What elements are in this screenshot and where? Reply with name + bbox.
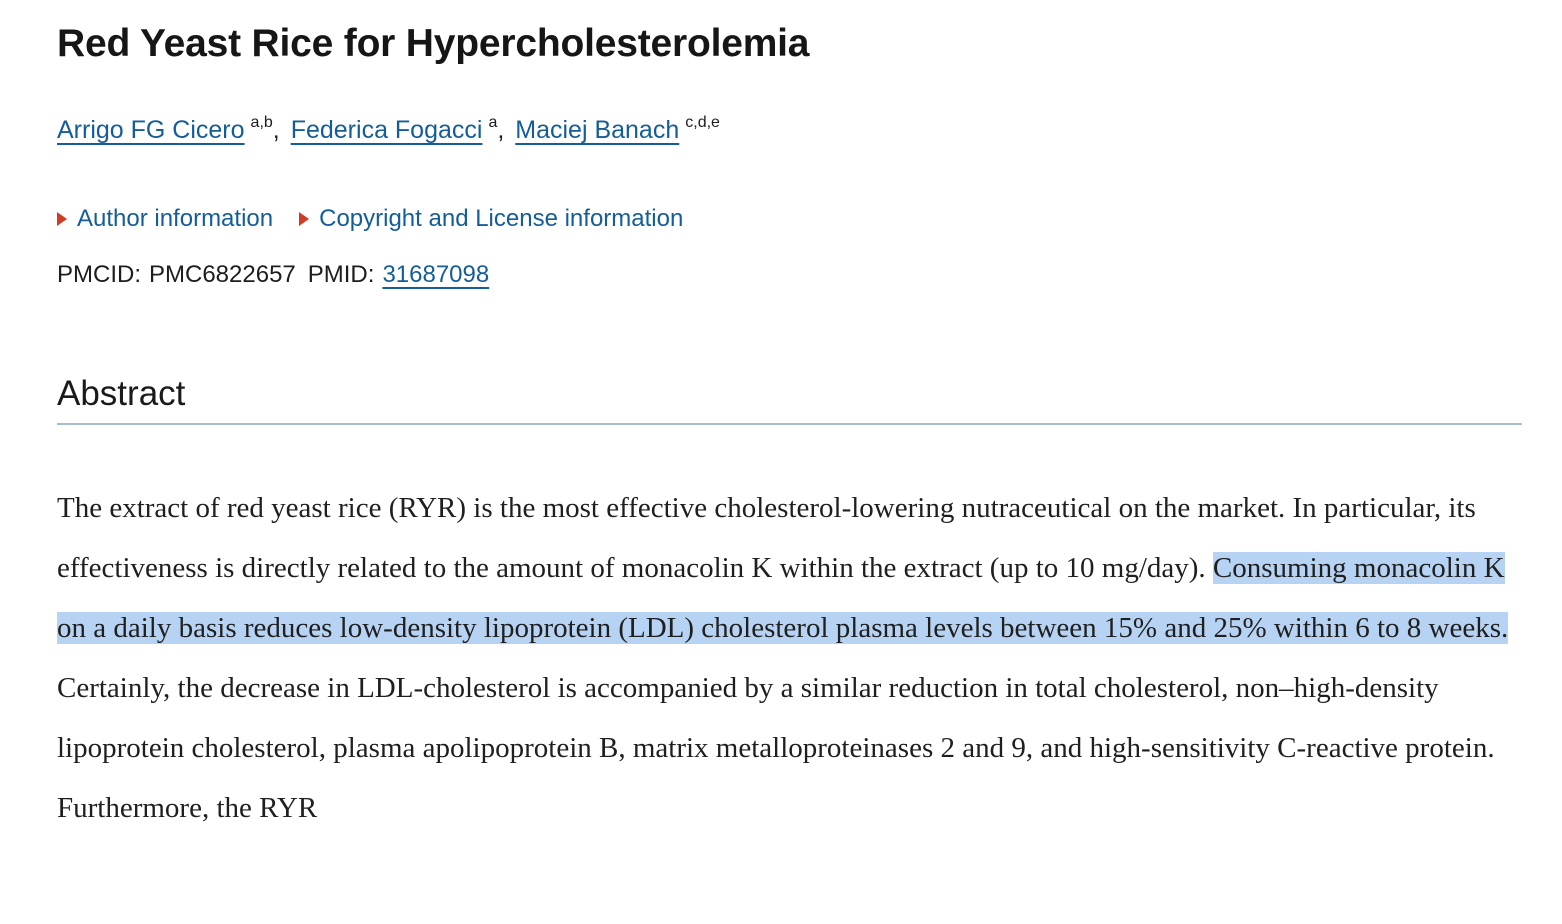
copyright-information-link[interactable]: Copyright and License information xyxy=(319,204,684,232)
author-separator: , xyxy=(497,116,512,145)
author-affiliation-superscript: c,d,e xyxy=(685,113,720,131)
author: Maciej Banach c,d,e xyxy=(515,113,724,145)
author: Federica Fogacci a, xyxy=(290,113,516,145)
author-information-link[interactable]: Author information xyxy=(77,204,274,232)
abstract-text-after: Certainly, the decrease in LDL-cholester… xyxy=(57,671,1495,824)
author-list: Arrigo FG Cicero a,b, Federica Fogacci a, … xyxy=(57,114,1522,148)
expand-triangle-icon xyxy=(57,211,67,226)
abstract-paragraph: The extract of red yeast rice (RYR) is t… xyxy=(57,478,1522,838)
author-link-banach[interactable]: Maciej Banach xyxy=(515,116,680,145)
author-link-fogacci[interactable]: Federica Fogacci xyxy=(290,116,483,145)
article-page: Red Yeast Rice for Hypercholesterolemia … xyxy=(57,22,1522,838)
article-ids-row: PMCID: PMC6822657 PMID: 31687098 xyxy=(57,261,1522,289)
author-information-toggle[interactable]: Author information xyxy=(57,205,273,233)
pmcid-label: PMCID: xyxy=(57,260,141,288)
author-separator: , xyxy=(272,116,287,145)
author-affiliation-superscript: a xyxy=(488,113,498,131)
author-link-cicero[interactable]: Arrigo FG Cicero xyxy=(57,116,245,145)
expand-triangle-icon xyxy=(299,211,310,226)
info-links-row: Author information Copyright and License… xyxy=(57,205,1522,233)
pmid-label: PMID: xyxy=(307,260,375,288)
section-divider xyxy=(57,422,1522,425)
abstract-heading: Abstract xyxy=(57,373,186,413)
page-title: Red Yeast Rice for Hypercholesterolemia xyxy=(57,22,810,65)
pmcid-value: PMC6822657 xyxy=(149,260,296,288)
author-affiliation-superscript: a,b xyxy=(250,113,273,131)
abstract-text-before: The extract of red yeast rice (RYR) is t… xyxy=(57,491,1476,584)
author: Arrigo FG Cicero a,b, xyxy=(57,113,291,145)
pmid-link[interactable]: 31687098 xyxy=(382,260,490,288)
copyright-information-toggle[interactable]: Copyright and License information xyxy=(299,205,683,233)
